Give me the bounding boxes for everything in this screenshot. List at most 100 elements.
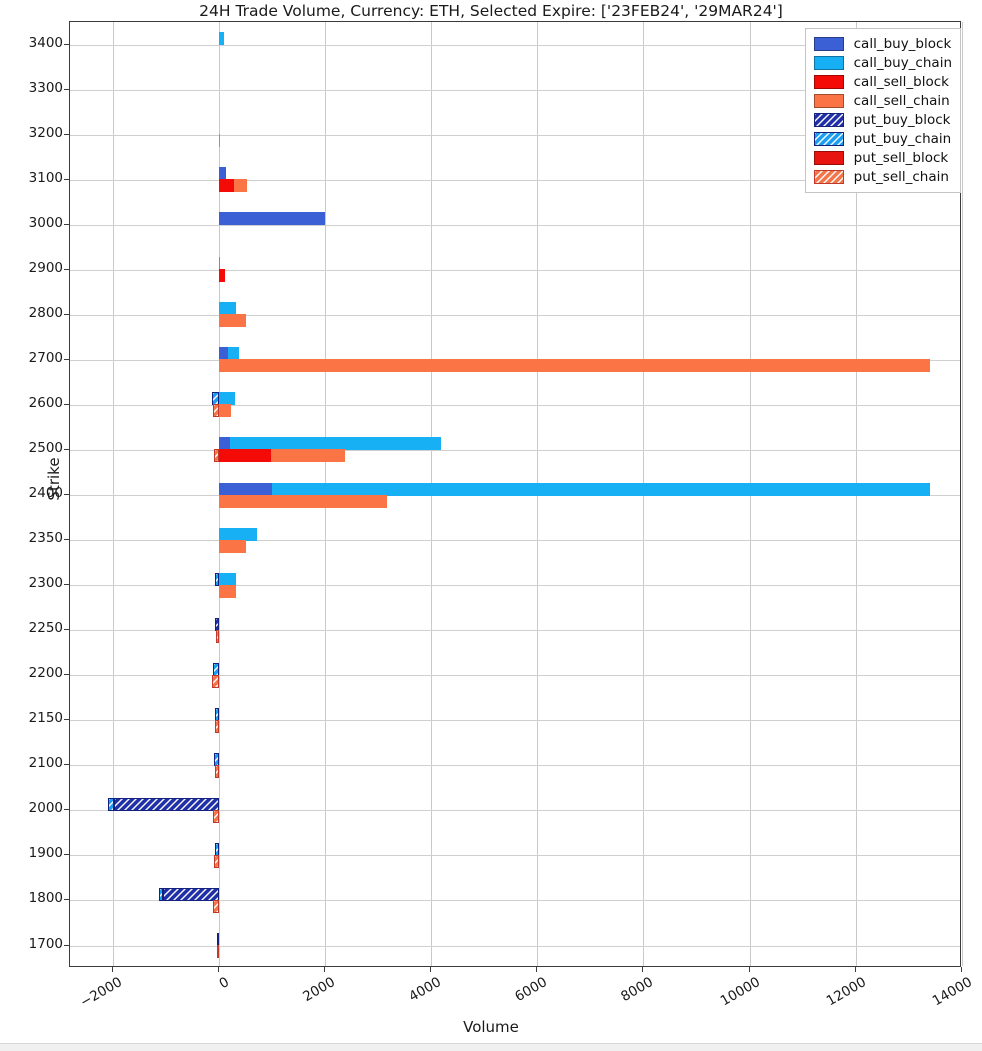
y-tick-mark <box>64 629 69 631</box>
bar-call_sell_chain-2600 <box>218 404 231 418</box>
bar-call_buy_chain-2300 <box>218 572 237 586</box>
y-gridline <box>70 269 960 271</box>
y-gridline <box>70 765 960 767</box>
legend-swatch-call_sell_block <box>813 74 844 89</box>
bar-call_buy_chain-2900 <box>218 257 221 271</box>
y-gridline <box>70 44 960 46</box>
bar-call_sell_chain-2700 <box>218 359 931 373</box>
legend-item-call_buy_chain[interactable]: call_buy_chain <box>813 53 952 72</box>
bar-call_sell_chain-2500 <box>270 449 346 463</box>
y-gridline <box>70 224 960 226</box>
y-tick-mark <box>64 313 69 315</box>
y-gridline <box>70 540 960 541</box>
bar-call_sell_block-3100 <box>218 179 234 193</box>
legend-label: put_sell_block <box>853 149 949 166</box>
y-gridline <box>70 404 960 406</box>
x-tick-label: 12000 <box>823 974 869 1010</box>
bar-put_sell_chain-1800 <box>212 899 219 913</box>
x-axis-label: Volume <box>463 1018 519 1036</box>
y-tick-label: 2300 <box>28 575 63 592</box>
y-tick-mark <box>64 43 69 45</box>
y-tick-mark <box>64 358 69 360</box>
y-tick-label: 2700 <box>28 349 63 366</box>
y-tick-label: 2150 <box>28 710 63 727</box>
y-gridline <box>70 314 960 316</box>
bar-put_sell_chain-2000 <box>213 809 219 823</box>
legend-label: call_buy_block <box>853 35 952 52</box>
legend-item-put_buy_chain[interactable]: put_buy_chain <box>813 129 952 148</box>
bar-put_sell_chain-2200 <box>211 674 219 688</box>
bar-call_buy_block-2400 <box>218 482 272 496</box>
bar-put_sell_chain-1900 <box>214 854 219 868</box>
x-tick-label: 6000 <box>512 974 551 1006</box>
bar-call_buy_block-2700 <box>218 347 229 361</box>
legend-item-call_sell_block[interactable]: call_sell_block <box>813 72 952 91</box>
y-tick-label: 3200 <box>28 124 63 141</box>
y-tick-mark <box>64 719 69 721</box>
legend-swatch-put_buy_block <box>813 112 844 127</box>
x-tick-label: 14000 <box>929 974 975 1010</box>
y-tick-label: 1700 <box>28 935 63 952</box>
bar-put_buy_chain-2300 <box>214 572 219 586</box>
x-tick-mark <box>323 967 325 972</box>
x-tick-label: 4000 <box>406 974 445 1006</box>
y-tick-mark <box>64 494 69 495</box>
legend-item-put_sell_block[interactable]: put_sell_block <box>813 148 952 167</box>
y-tick-label: 2400 <box>28 485 63 501</box>
legend-swatch-put_buy_chain <box>813 131 844 146</box>
y-tick-mark <box>64 133 69 135</box>
legend-label: put_buy_block <box>853 111 951 128</box>
legend-item-call_sell_chain[interactable]: call_sell_chain <box>813 91 952 110</box>
bar-call_buy_chain-2400 <box>271 482 931 496</box>
y-gridline <box>70 585 960 587</box>
y-tick-mark <box>64 539 69 540</box>
y-tick-mark <box>64 223 69 225</box>
y-tick-label: 1900 <box>28 845 63 862</box>
x-tick-label: 0 <box>216 974 232 993</box>
y-tick-label: 2800 <box>28 304 63 321</box>
y-tick-mark <box>64 268 69 270</box>
bar-call_sell_chain-2300 <box>218 584 237 598</box>
legend-swatch-put_sell_chain <box>813 169 844 184</box>
y-gridline <box>70 450 960 451</box>
legend-item-put_buy_block[interactable]: put_buy_block <box>813 110 952 129</box>
bar-put_sell_chain-2500 <box>214 449 219 463</box>
chart-title: 24H Trade Volume, Currency: ETH, Selecte… <box>199 2 783 20</box>
legend-swatch-call_buy_chain <box>813 55 844 70</box>
bar-call_buy_chain-3400 <box>218 32 225 46</box>
legend-item-call_buy_block[interactable]: call_buy_block <box>813 34 952 53</box>
y-tick-label: 2600 <box>28 394 63 411</box>
bar-put_buy_block-2000 <box>113 797 219 811</box>
bar-put_sell_chain-2150 <box>215 719 219 733</box>
x-tick-label: 2000 <box>300 974 338 1006</box>
x-tick-mark <box>217 967 219 972</box>
y-tick-mark <box>64 764 69 766</box>
y-tick-label: 3400 <box>28 34 63 51</box>
bar-call_buy_block-2500 <box>218 437 230 451</box>
bar-call_sell_chain-3200 <box>218 134 221 148</box>
bar-call_buy_chain-2600 <box>218 392 235 406</box>
y-gridline <box>70 810 960 812</box>
bar-call_sell_chain-3100 <box>233 179 247 193</box>
legend-swatch-put_sell_block <box>813 150 844 165</box>
bar-put_sell_chain-1700 <box>216 944 219 958</box>
y-tick-mark <box>64 88 69 90</box>
y-tick-label: 2350 <box>28 530 63 546</box>
y-gridline <box>70 720 960 722</box>
x-tick-label: 8000 <box>618 974 657 1006</box>
bar-call_buy_chain-2800 <box>218 302 237 316</box>
bar-call_sell_block-2900 <box>218 269 226 283</box>
x-tick-mark <box>748 967 750 972</box>
x-tick-label: 10000 <box>717 974 763 1010</box>
y-gridline <box>70 134 960 136</box>
bar-put_sell_chain-2600 <box>212 404 219 418</box>
y-gridline <box>70 855 960 857</box>
bar-call_sell_chain-2350 <box>218 539 247 553</box>
legend-label: call_sell_block <box>853 73 949 90</box>
y-gridline <box>70 495 960 496</box>
x-tick-mark <box>111 967 113 972</box>
legend-item-put_sell_chain[interactable]: put_sell_chain <box>813 167 952 186</box>
y-tick-mark <box>64 944 69 946</box>
bar-layer <box>70 22 960 966</box>
